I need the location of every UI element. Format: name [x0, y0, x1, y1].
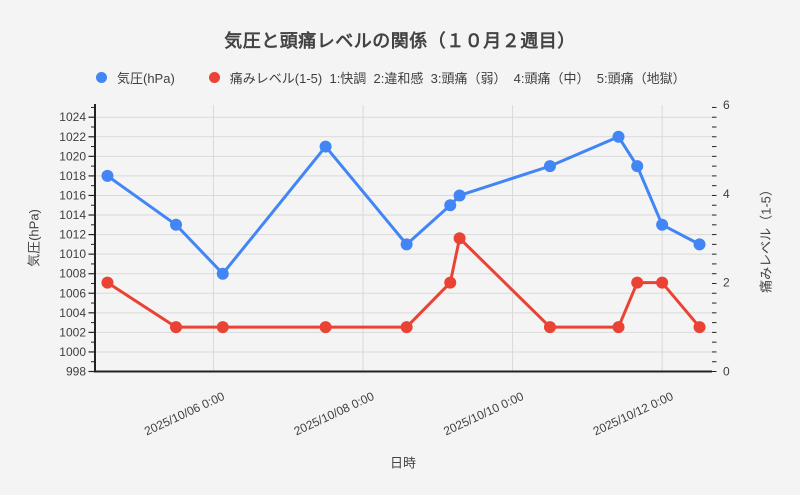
y-left-tick-label: 1002: [59, 325, 86, 339]
pain-data-point[interactable]: [656, 276, 669, 289]
legend-item-pressure[interactable]: 気圧(hPa): [96, 68, 175, 87]
pain-data-point[interactable]: [543, 321, 556, 334]
pressure-data-point[interactable]: [656, 218, 669, 231]
x-tick-label: 2025/10/12 0:00: [591, 389, 676, 438]
y-left-tick-label: 1014: [59, 208, 86, 222]
pressure-data-point[interactable]: [693, 238, 706, 251]
pressure-data-point[interactable]: [101, 169, 114, 182]
y-left-tick-label: 998: [66, 365, 86, 379]
legend-marker-pressure-icon: [96, 71, 107, 83]
y-right-axis-title: 痛みレベル（1-5）: [758, 183, 774, 293]
legend-marker-pain-icon: [208, 71, 220, 83]
y-left-tick-label: 1012: [59, 228, 86, 242]
pressure-data-point[interactable]: [216, 267, 229, 280]
pain-data-point[interactable]: [631, 276, 644, 289]
pain-data-point[interactable]: [612, 321, 625, 334]
x-tick-label: 2025/10/10 0:00: [441, 389, 526, 438]
y-left-tick-label: 1018: [59, 169, 86, 183]
pain-data-point[interactable]: [693, 321, 706, 334]
legend-label-pain: 痛みレベル(1-5) 1:快調 2:違和感 3:頭痛（弱） 4:頭痛（中） 5:…: [229, 70, 686, 86]
y-left-tick-label: 1000: [59, 345, 86, 359]
pain-data-point[interactable]: [319, 321, 332, 334]
x-tick-label: 2025/10/08 0:00: [292, 389, 377, 438]
legend-item-pain[interactable]: 痛みレベル(1-5) 1:快調 2:違和感 3:頭痛（弱） 4:頭痛（中） 5:…: [208, 68, 686, 87]
pain-data-point[interactable]: [400, 321, 413, 334]
y-left-axis-title: 気圧(hPa): [26, 209, 42, 267]
chart-title: 気圧と頭痛レベルの関係（１０月２週目）: [224, 31, 576, 51]
pressure-data-point[interactable]: [444, 199, 457, 212]
y-right-tick-label: 0: [723, 365, 730, 379]
pressure-data-point[interactable]: [453, 189, 466, 202]
y-right-tick-label: 2: [723, 276, 730, 290]
pressure-data-point[interactable]: [543, 160, 556, 173]
pain-data-point[interactable]: [101, 276, 114, 289]
y-left-tick-label: 1024: [59, 110, 86, 124]
pressure-series-line: [105, 135, 702, 276]
y-left-tick-label: 1022: [59, 130, 86, 144]
pain-data-point[interactable]: [216, 321, 229, 334]
pressure-data-point[interactable]: [400, 238, 413, 251]
y-left-tick-label: 1016: [59, 188, 86, 202]
chart-legend: 気圧(hPa) 痛みレベル(1-5) 1:快調 2:違和感 3:頭痛（弱） 4:…: [96, 68, 686, 86]
pressure-data-point[interactable]: [631, 160, 644, 173]
pressure-data-point[interactable]: [319, 140, 332, 153]
x-tick-label: 2025/10/06 0:00: [142, 389, 227, 438]
y-left-tick-label: 1008: [59, 267, 86, 281]
pain-series-line: [105, 236, 702, 329]
legend-label-pressure: 気圧(hPa): [117, 70, 175, 86]
pressure-data-point[interactable]: [612, 130, 625, 143]
pain-data-point[interactable]: [444, 276, 457, 289]
y-left-tick-label: 1004: [59, 306, 86, 320]
y-left-tick-label: 1020: [59, 149, 86, 163]
pressure-data-point[interactable]: [170, 218, 183, 231]
y-right-tick-label: 4: [723, 187, 730, 201]
y-left-tick-label: 1010: [59, 247, 86, 261]
pain-data-point[interactable]: [170, 321, 183, 334]
y-left-tick-label: 1006: [59, 286, 86, 300]
x-axis-title: 日時: [389, 455, 417, 471]
pain-data-point[interactable]: [453, 232, 466, 245]
y-right-tick-label: 6: [723, 98, 730, 112]
